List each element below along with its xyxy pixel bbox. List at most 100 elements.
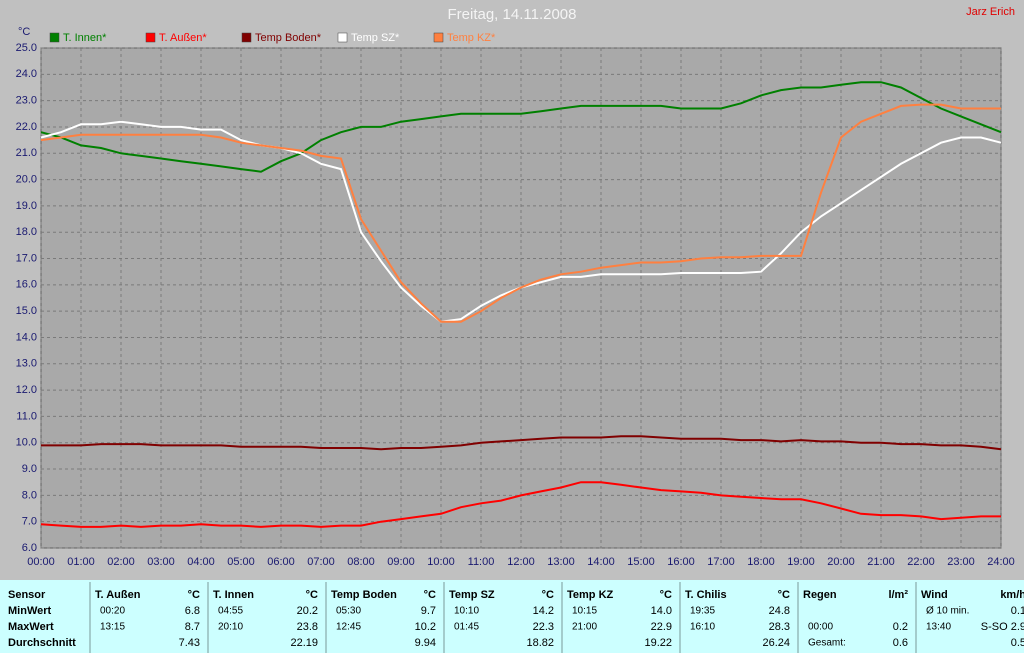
cell-label: 05:30 <box>336 606 361 617</box>
x-tick-label: 24:00 <box>987 556 1015 568</box>
group-name: Temp KZ <box>567 589 614 601</box>
cell-value: 0.2 <box>893 621 908 633</box>
data-line <box>40 481 1001 528</box>
data-line <box>41 435 1002 451</box>
group-unit: °C <box>660 589 672 601</box>
x-tick-label: 06:00 <box>267 556 295 568</box>
y-tick-label: 22.0 <box>16 121 37 133</box>
y-tick-label: 6.0 <box>22 542 37 554</box>
group-unit: °C <box>778 589 790 601</box>
author: Jarz Erich <box>966 6 1015 18</box>
cell-value: 18.82 <box>526 637 554 649</box>
table-background <box>0 580 1024 653</box>
y-tick-label: 18.0 <box>16 226 37 238</box>
x-tick-label: 13:00 <box>547 556 575 568</box>
cell-label: 04:55 <box>218 606 243 617</box>
y-tick-label: 25.0 <box>16 42 37 54</box>
y-tick-label: 20.0 <box>16 173 37 185</box>
y-tick-label: 19.0 <box>16 200 37 212</box>
cell-value: 0.5 <box>1011 637 1024 649</box>
cell-value: 10.2 <box>415 621 436 633</box>
legend-swatch <box>49 32 60 43</box>
cell-label: 16:10 <box>690 622 715 633</box>
x-tick-label: 07:00 <box>307 556 335 568</box>
y-tick-label: 7.0 <box>22 516 37 528</box>
cell-value: 6.8 <box>185 605 200 617</box>
group-unit: km/h <box>1000 589 1024 601</box>
x-tick-label: 19:00 <box>787 556 815 568</box>
x-tick-label: 01:00 <box>67 556 95 568</box>
cell-value: 23.8 <box>297 621 318 633</box>
cell-value: S-SO 2.9 <box>981 621 1024 633</box>
cell-label: 01:45 <box>454 622 479 633</box>
y-axis-label: °C <box>18 26 30 38</box>
cell-value: 28.3 <box>769 621 790 633</box>
group-name: Temp SZ <box>449 589 495 601</box>
cell-value: 9.7 <box>421 605 436 617</box>
x-tick-label: 18:00 <box>747 556 775 568</box>
cell-value: 22.3 <box>533 621 554 633</box>
y-tick-label: 24.0 <box>16 68 37 80</box>
row-label: MaxWert <box>8 621 54 633</box>
cell-label: Ø 10 min. <box>926 606 969 617</box>
cell-label: 10:10 <box>454 606 479 617</box>
group-unit: l/m² <box>888 589 908 601</box>
x-tick-label: 08:00 <box>347 556 375 568</box>
cell-value: 22.19 <box>290 637 318 649</box>
data-line <box>40 81 1002 173</box>
y-tick-label: 8.0 <box>22 489 37 501</box>
y-tick-label: 12.0 <box>16 384 37 396</box>
legend-swatch <box>241 32 252 43</box>
legend-swatch <box>337 32 348 43</box>
legend-label: Temp SZ* <box>351 32 400 44</box>
cell-value: 20.2 <box>297 605 318 617</box>
cell-label: 19:35 <box>690 606 715 617</box>
legend-swatch <box>145 32 156 43</box>
group-name: T. Innen <box>213 589 254 601</box>
x-tick-label: 22:00 <box>907 556 935 568</box>
cell-value: 14.2 <box>533 605 554 617</box>
group-name: Regen <box>803 589 837 601</box>
x-tick-label: 11:00 <box>468 556 495 568</box>
cell-label: 10:15 <box>572 606 597 617</box>
data-line <box>40 103 1001 323</box>
y-tick-label: 11.0 <box>16 410 37 422</box>
x-tick-label: 14:00 <box>587 556 615 568</box>
cell-value: 14.0 <box>651 605 672 617</box>
y-tick-label: 13.0 <box>16 358 37 370</box>
cell-label: 12:45 <box>336 622 361 633</box>
y-tick-label: 23.0 <box>16 95 37 107</box>
x-tick-label: 15:00 <box>627 556 655 568</box>
x-tick-label: 05:00 <box>227 556 255 568</box>
cell-label: 13:40 <box>926 622 951 633</box>
group-unit: °C <box>188 589 200 601</box>
x-tick-label: 10:00 <box>427 556 455 568</box>
cell-value: 0.1 <box>1011 605 1024 617</box>
y-tick-label: 15.0 <box>16 305 37 317</box>
x-tick-label: 09:00 <box>387 556 415 568</box>
y-tick-label: 14.0 <box>16 331 37 343</box>
x-tick-label: 23:00 <box>947 556 975 568</box>
group-name: T. Außen <box>95 589 141 601</box>
cell-label: 00:00 <box>808 622 833 633</box>
x-tick-label: 21:00 <box>867 556 895 568</box>
cell-value: 7.43 <box>179 637 200 649</box>
legend-label: T. Außen* <box>159 32 207 44</box>
x-tick-label: 12:00 <box>507 556 535 568</box>
group-name: Wind <box>921 589 948 601</box>
cell-value: 22.9 <box>651 621 672 633</box>
cell-label: 00:20 <box>100 606 125 617</box>
y-tick-label: 9.0 <box>22 463 37 475</box>
x-tick-label: 00:00 <box>27 556 55 568</box>
table-header: Sensor <box>8 589 46 601</box>
cell-value: 9.94 <box>415 637 436 649</box>
y-tick-label: 21.0 <box>16 147 37 159</box>
cell-label: 21:00 <box>572 622 597 633</box>
cell-label: 20:10 <box>218 622 243 633</box>
legend-swatch <box>433 32 444 43</box>
x-tick-label: 02:00 <box>107 556 135 568</box>
cell-label: 13:15 <box>100 622 125 633</box>
cell-value: 19.22 <box>644 637 672 649</box>
x-tick-label: 20:00 <box>827 556 855 568</box>
